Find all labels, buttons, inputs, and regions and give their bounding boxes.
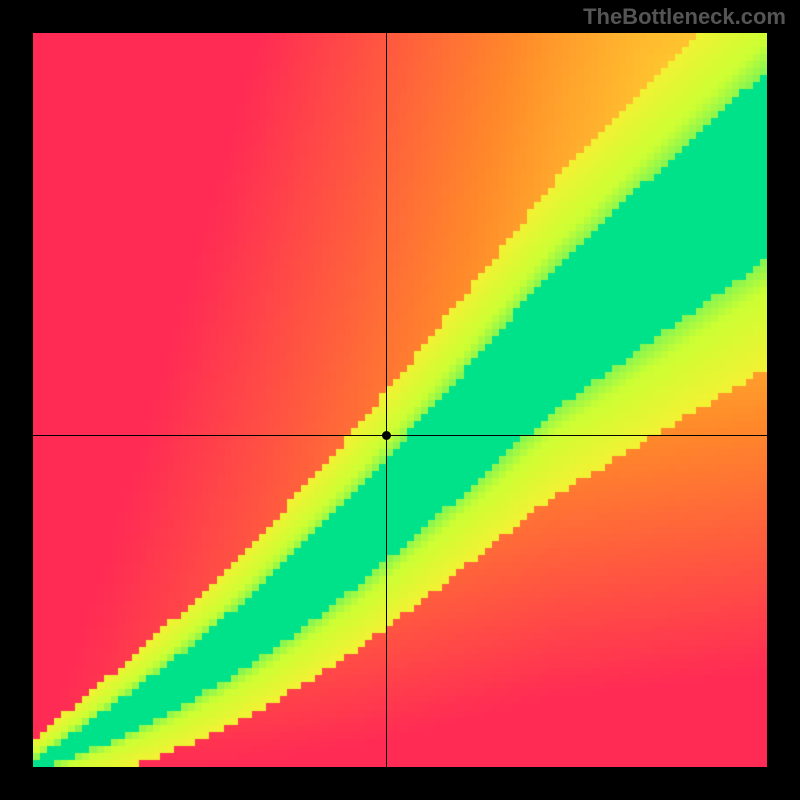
watermark-text: TheBottleneck.com: [583, 4, 786, 30]
crosshair-vertical-line: [386, 33, 387, 767]
chart-container: TheBottleneck.com: [0, 0, 800, 800]
crosshair-horizontal-line: [33, 435, 767, 436]
bottleneck-heatmap: [33, 33, 767, 767]
crosshair-marker-dot: [382, 431, 391, 440]
